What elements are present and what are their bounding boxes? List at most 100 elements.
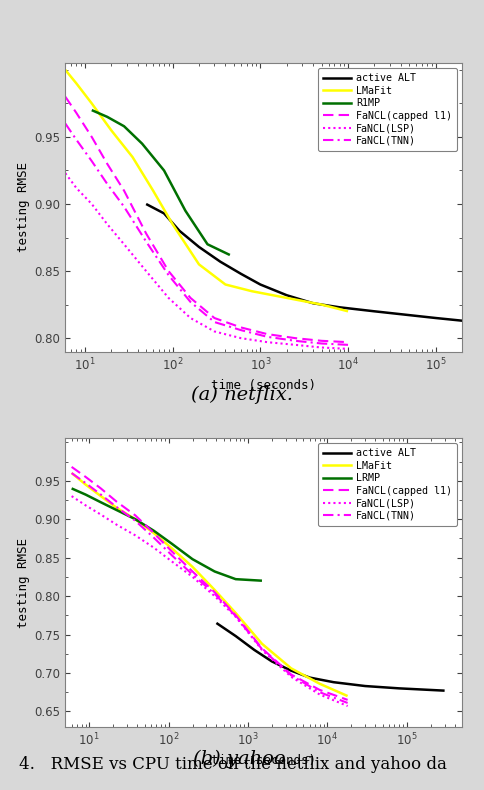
active ALT xyxy=(331,678,336,687)
active ALT xyxy=(213,619,219,628)
X-axis label: time (seconds): time (seconds) xyxy=(212,378,316,392)
LMaFit xyxy=(151,529,157,538)
FaNCL(LSP) xyxy=(190,572,196,581)
LMaFit xyxy=(190,562,196,572)
active ALT xyxy=(396,683,402,693)
FaNCL(TNN) xyxy=(319,339,325,348)
LRMP xyxy=(259,576,265,585)
FaNCL(capped l1) xyxy=(317,685,322,694)
FaNCL(capped l1) xyxy=(190,566,196,576)
R1MP xyxy=(121,122,127,131)
FaNCL(LSP) xyxy=(188,314,194,323)
FaNCL(LSP) xyxy=(345,702,350,711)
Y-axis label: testing RMSE: testing RMSE xyxy=(17,538,30,627)
FaNCL(TNN) xyxy=(151,533,157,543)
FaNCL(TNN) xyxy=(238,325,244,335)
FaNCL(capped l1) xyxy=(264,329,270,339)
FaNCL(capped l1) xyxy=(114,497,120,506)
LMaFit xyxy=(233,608,239,618)
LMaFit xyxy=(98,491,104,501)
FaNCL(TNN) xyxy=(190,570,196,579)
LRMP xyxy=(190,555,196,564)
FaNCL(TNN) xyxy=(345,698,350,708)
LMaFit xyxy=(259,639,265,649)
FaNCL(capped l1) xyxy=(288,670,294,679)
X-axis label: time (seconds): time (seconds) xyxy=(212,754,316,767)
FaNCL(TNN) xyxy=(83,478,89,487)
FaNCL(LSP) xyxy=(89,199,95,209)
LMaFit xyxy=(170,220,176,229)
FaNCL(capped l1) xyxy=(151,529,157,538)
FaNCL(LSP) xyxy=(259,645,265,655)
FaNCL(LSP) xyxy=(143,266,149,276)
FaNCL(LSP) xyxy=(132,531,138,540)
LMaFit xyxy=(345,307,351,316)
FaNCL(capped l1) xyxy=(188,293,194,303)
FaNCL(TNN) xyxy=(89,156,95,166)
LRMP xyxy=(69,483,75,493)
active ALT xyxy=(238,269,244,279)
FaNCL(capped l1) xyxy=(105,159,110,168)
FaNCL(LSP) xyxy=(98,510,104,519)
FaNCL(LSP) xyxy=(212,327,217,337)
LRMP xyxy=(169,539,175,548)
FaNCL(LSP) xyxy=(233,612,239,622)
FaNCL(LSP) xyxy=(121,239,127,249)
FaNCL(LSP) xyxy=(62,168,68,178)
FaNCL(capped l1) xyxy=(143,229,149,239)
FaNCL(capped l1) xyxy=(166,266,171,276)
FaNCL(TNN) xyxy=(292,336,298,345)
LRMP xyxy=(114,506,120,515)
Line: R1MP: R1MP xyxy=(92,110,230,255)
FaNCL(TNN) xyxy=(105,179,110,189)
FaNCL(capped l1) xyxy=(238,322,244,332)
FaNCL(LSP) xyxy=(317,690,322,699)
active ALT xyxy=(337,303,343,312)
LMaFit xyxy=(150,186,156,195)
Line: FaNCL(LSP): FaNCL(LSP) xyxy=(65,173,348,349)
FaNCL(LSP) xyxy=(105,220,110,229)
active ALT xyxy=(288,666,294,675)
FaNCL(TNN) xyxy=(74,135,79,145)
Y-axis label: testing RMSE: testing RMSE xyxy=(17,163,30,252)
FaNCL(capped l1) xyxy=(121,186,127,195)
active ALT xyxy=(372,307,378,316)
FaNCL(capped l1) xyxy=(89,132,95,141)
LRMP xyxy=(83,490,89,499)
FaNCL(TNN) xyxy=(233,611,239,621)
LMaFit xyxy=(284,293,289,303)
LMaFit xyxy=(132,514,138,524)
active ALT xyxy=(217,257,223,266)
FaNCL(capped l1) xyxy=(74,108,79,118)
active ALT xyxy=(433,314,439,323)
R1MP xyxy=(182,206,188,216)
FaNCL(TNN) xyxy=(288,671,294,680)
Line: FaNCL(TNN): FaNCL(TNN) xyxy=(65,123,348,345)
LMaFit xyxy=(89,99,95,108)
LMaFit xyxy=(317,679,322,688)
LRMP xyxy=(233,574,239,584)
LMaFit xyxy=(169,544,175,553)
Line: FaNCL(capped l1): FaNCL(capped l1) xyxy=(72,467,348,700)
FaNCL(capped l1) xyxy=(169,547,175,556)
FaNCL(LSP) xyxy=(345,344,351,354)
LMaFit xyxy=(223,280,228,289)
FaNCL(LSP) xyxy=(264,337,270,347)
FaNCL(TNN) xyxy=(62,118,68,128)
LMaFit xyxy=(83,480,89,489)
Line: LMaFit: LMaFit xyxy=(65,70,348,311)
FaNCL(TNN) xyxy=(212,318,217,327)
R1MP xyxy=(205,239,211,249)
LMaFit xyxy=(345,691,350,701)
FaNCL(LSP) xyxy=(114,520,120,529)
R1MP xyxy=(227,250,233,260)
FaNCL(LSP) xyxy=(151,543,157,552)
LMaFit xyxy=(74,78,79,88)
FaNCL(TNN) xyxy=(143,237,149,246)
LRMP xyxy=(132,514,138,524)
FaNCL(capped l1) xyxy=(98,483,104,493)
Line: LRMP: LRMP xyxy=(72,488,262,581)
Text: (b) yahoo.: (b) yahoo. xyxy=(193,749,291,768)
FaNCL(capped l1) xyxy=(83,472,89,482)
FaNCL(TNN) xyxy=(114,502,120,512)
